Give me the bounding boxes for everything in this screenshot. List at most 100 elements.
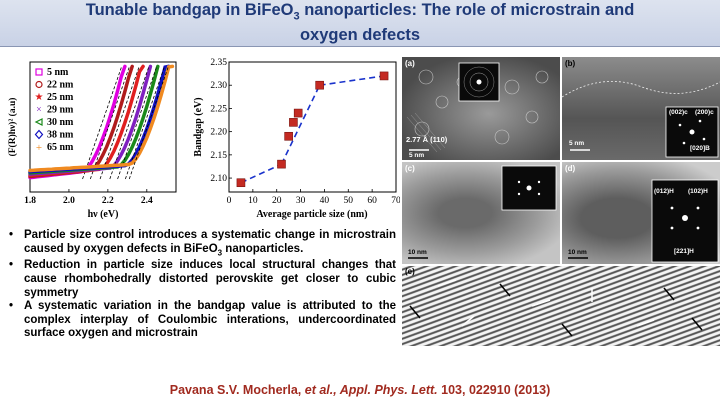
bandgap-chart-svg: 0 10 20 30 40 50 60 70 2.10 2.15 2.20 2.25 2.30 2.35…: [193, 58, 401, 220]
bandgap-ytick-label-3: 2.25: [210, 104, 227, 114]
bandgap-plot-frame: [228, 61, 397, 193]
absorption-xtick-label-0: 1.8: [24, 196, 36, 206]
bullet-1-post: nanoparticles.: [222, 242, 304, 255]
tem-a-label: (a): [405, 59, 415, 68]
bullet-item-3: • A systematic variation in the bandgap …: [8, 300, 396, 341]
legend-label-1: 22 nm: [47, 80, 74, 91]
bandgap-trend-line-0: [240, 163, 282, 184]
legend-marker-2: ★: [35, 92, 44, 103]
absorption-xtick-label-1: 2.0: [63, 196, 75, 206]
tem-d-inset-2: (102)H: [688, 188, 708, 195]
bandgap-point-6: [379, 71, 389, 81]
bandgap-ytick-label-5: 2.35: [210, 58, 227, 68]
citation-authors: Pavana S.V. Mocherla,: [169, 383, 305, 397]
tem-b-inset-2: (200)c: [695, 109, 714, 116]
tem-panel-d: (d) (012)H (102)H [221]H 10 nm: [562, 162, 720, 264]
tem-panel-e: (e): [402, 266, 720, 346]
tem-c-label: (c): [405, 164, 415, 173]
tem-d-inset-3: [221]H: [674, 248, 694, 255]
bandgap-chart: 0 10 20 30 40 50 60 70 2.10 2.15 2.20 2.25 2.30 2.35…: [192, 56, 401, 222]
tem-d-inset-1: (012)H: [654, 188, 674, 195]
title-subscript: 3: [293, 10, 300, 23]
legend-marker-3: ×: [36, 105, 42, 116]
title-line1: Tunable bandgap in BiFeO: [85, 0, 294, 19]
legend-label-4: 30 nm: [47, 117, 74, 128]
bandgap-trend-line-2: [319, 75, 385, 87]
bandgap-point-2: [284, 131, 293, 141]
bandgap-xlabel: Average particle size (nm): [256, 209, 367, 220]
bandgap-xtick-label-6: 60: [367, 196, 377, 206]
svg-text:+: +: [36, 142, 42, 154]
bandgap-xtick-label-5: 50: [344, 196, 354, 206]
tem-d-scale: 10 nm: [568, 249, 587, 256]
tem-b-inset-1: (002)c: [669, 109, 688, 116]
absorption-xlabel: hν (eV): [88, 209, 119, 220]
tem-panel-b: (b) (002)c (200)c [020]B 5 nm: [562, 57, 720, 160]
bandgap-xtick-label-7: 70: [391, 196, 400, 206]
bullet-text-1: Particle size control introduces a syste…: [24, 229, 396, 259]
bandgap-point-5: [315, 80, 324, 90]
bandgap-xtick-label-2: 20: [272, 196, 282, 206]
bandgap-ylabel: Bandgap (eV): [193, 97, 204, 156]
absorption-series-6: [28, 64, 175, 180]
bandgap-ytick-label-4: 2.30: [210, 81, 227, 91]
legend-marker-5: [34, 129, 44, 140]
bullet-dot: •: [9, 300, 14, 313]
bandgap-xtick-label-4: 40: [320, 196, 330, 206]
citation: Pavana S.V. Mocherla, et al., Appl. Phys…: [0, 383, 720, 397]
legend-label-2: 25 nm: [47, 92, 74, 103]
tem-b-label: (b): [565, 59, 576, 68]
legend-marker-6: +: [36, 142, 42, 154]
legend-label-6: 65 nm: [47, 142, 74, 153]
absorption-xtick-label-3: 2.4: [141, 196, 153, 206]
tem-b-texture: [562, 81, 720, 158]
bullet-dot: •: [9, 229, 14, 241]
title-line1-end: nanoparticles: The role of microstrain a…: [299, 0, 635, 19]
bullet-list: • Particle size control introduces a sys…: [8, 229, 396, 341]
tem-a-texture: [406, 62, 549, 153]
title-line2: oxygen defects: [299, 26, 421, 45]
bullet-item-2: • Reduction in particle size induces loc…: [8, 259, 396, 300]
bandgap-point-4: [293, 108, 303, 118]
legend-marker-1: [35, 80, 43, 89]
bandgap-ytick-label-1: 2.15: [210, 151, 227, 161]
bullet-1-pre: Particle size control introduces a syste…: [24, 229, 396, 255]
bandgap-xtick-label-3: 30: [296, 196, 306, 206]
tem-c-texture: [408, 165, 557, 259]
bandgap-xtick-label-0: 0: [227, 196, 232, 206]
legend-label-5: 38 nm: [47, 130, 74, 141]
legend-marker-4: [34, 118, 43, 126]
bandgap-ytick-label-2: 2.20: [210, 128, 227, 138]
bandgap-ytick-label-0: 2.10: [210, 174, 227, 184]
citation-journal: et al., Appl. Phys. Lett.: [304, 383, 438, 397]
bandgap-point-3: [289, 118, 298, 127]
tem-d-texture: [568, 179, 719, 263]
citation-ref: 103, 022910 (2013): [437, 383, 551, 397]
bandgap-xtick-label-1: 10: [248, 196, 258, 206]
bullet-1-sub: 3: [217, 247, 223, 257]
bullet-text-2: Reduction in particle size induces local…: [24, 259, 396, 299]
tem-d-label: (d): [565, 164, 576, 173]
bullet-item-1: • Particle size control introduces a sys…: [8, 229, 396, 259]
tem-panel-c: (c) 10 nm: [402, 162, 560, 264]
tem-e-arrows: [409, 279, 703, 337]
svg-text:×: ×: [36, 105, 42, 116]
legend-marker-0: [35, 68, 43, 76]
bandgap-point-1: [277, 159, 286, 169]
tem-a-scale: 5 nm: [409, 152, 425, 159]
bullet-dot: •: [9, 259, 14, 272]
absorption-xtick-label-2: 2.2: [102, 196, 114, 206]
legend-label-3: 29 nm: [47, 105, 74, 116]
bandgap-point-0: [236, 178, 246, 188]
absorption-chart: 5 nm 22 nm ★ 25 nm × 29 nm 30 nm 38 nm +65 nm 1.…: [4, 56, 196, 222]
title-bar: Tunable bandgap in BiFeO3 nanoparticles:…: [0, 0, 720, 47]
legend-label-0: 5 nm: [47, 67, 69, 78]
tem-c-scale: 10 nm: [408, 249, 427, 256]
absorption-curve-6: [28, 64, 175, 173]
bullet-text-3: A systematic variation in the bandgap va…: [24, 300, 396, 340]
tem-b-inset-3: [020]B: [690, 145, 710, 152]
tem-a-lattice: 2.77 Å (110): [406, 135, 448, 144]
slide-title: Tunable bandgap in BiFeO3 nanoparticles:…: [60, 1, 660, 45]
absorption-ylabel: (F(R)hν)² (a.u): [7, 98, 18, 157]
